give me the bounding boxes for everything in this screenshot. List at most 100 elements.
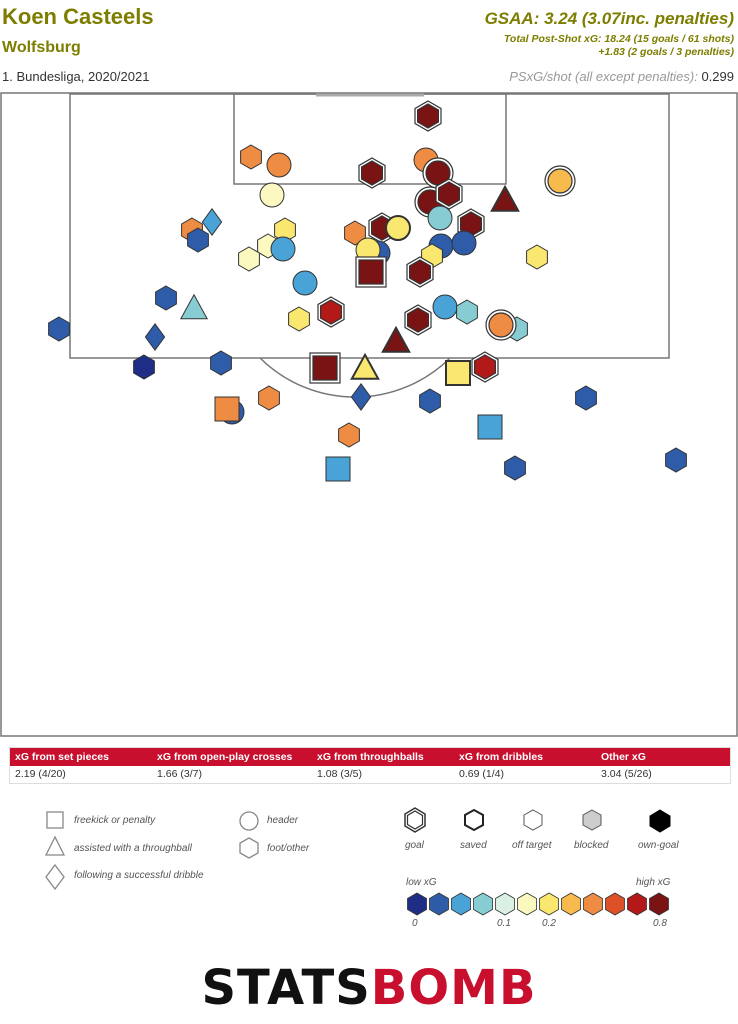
shot-circle [292,270,318,296]
shot-square [477,414,503,440]
shot-square [325,456,351,482]
shot-marker [575,385,597,411]
scale-swatch [539,892,559,916]
shot-marker [144,322,166,352]
shot-triangle [381,325,411,353]
shot-triangle [350,352,380,380]
scale-tick-0-2: 0.2 [542,918,556,929]
legend-dribble-label: following a successful dribble [74,870,204,881]
shot-marker [381,325,411,353]
shot-marker [456,299,478,325]
shot-marker [417,103,439,129]
shot-circle [270,236,296,262]
shot-hexagon [575,385,597,411]
shot-marker [427,205,453,231]
shot-hexagon [404,304,432,336]
legend-low-xg-label: low xG [406,877,437,888]
shot-triangle [179,293,209,320]
shot-circle [422,157,454,189]
shot-hexagon [187,227,209,253]
logo-text-stats: STATS [201,960,371,1016]
shot-marker [451,230,477,256]
scale-swatch [429,892,449,916]
outcome-legend [404,807,671,833]
shot-marker [270,236,296,262]
scale-swatch [473,892,493,916]
shot-circle [544,165,576,197]
shot-map [0,92,738,737]
scale-swatch [561,892,581,916]
shot-diamond [350,382,372,412]
shot-hexagon [238,246,260,272]
saved-hexagon-icon [464,808,484,832]
table-cell: 0.69 (1/4) [459,768,504,780]
statsbomb-logo: STATSBOMB [0,960,738,1016]
shot-marker [477,414,503,440]
shot-hexagon [504,455,526,481]
shot-hexagon [338,422,360,448]
shot-marker [526,244,548,270]
table-header-cell: xG from throughballs [317,751,424,763]
table-header-cell: xG from dribbles [459,751,544,763]
shot-diamond [144,322,166,352]
hexagon-icon [239,837,259,859]
scale-swatch [517,892,537,916]
psxg-per-shot-label: PSxG/shot (all except penalties): [509,69,698,84]
shape-legend [44,811,259,891]
shot-marker [490,184,520,212]
shot-hexagon [240,144,262,170]
scale-tick-0-1: 0.1 [497,918,511,929]
shot-hexagon [210,350,232,376]
shot-marker [432,294,458,320]
shot-hexagon [526,244,548,270]
shot-square [445,360,471,386]
shot-hexagon [48,316,70,342]
shot-square [214,396,240,422]
shot-square [309,352,341,384]
shot-marker [292,270,318,296]
shot-marker [665,447,687,473]
table-header: xG from set pieces xG from open-play cro… [10,748,730,766]
own-goal-hexagon-icon [649,809,671,833]
shot-marker [214,396,240,422]
shot-marker [187,227,209,253]
shot-marker [155,285,177,311]
table-cell: 1.08 (3/5) [317,768,362,780]
legend-throughball-label: assisted with a throughball [74,843,192,854]
psxg-penalties: +1.83 (2 goals / 3 penalties) [598,46,734,58]
shot-marker [488,312,514,338]
shot-hexagon [435,178,463,210]
xg-breakdown-table: xG from set pieces xG from open-play cro… [9,747,731,784]
legend-header-label: header [267,815,299,826]
shot-marker [350,382,372,412]
shot-circle [432,294,458,320]
shot-hexagon [344,220,366,246]
table-cell: 1.66 (3/7) [157,768,202,780]
shot-marker [266,152,292,178]
scale-swatch [407,892,427,916]
scale-swatch [583,892,603,916]
square-icon [46,811,64,829]
goal-hexagon-inner-icon [406,810,424,830]
blocked-hexagon-icon [582,809,602,831]
shot-square [355,256,387,288]
table-row: 2.19 (4/20) 1.66 (3/7) 1.08 (3/5) 0.69 (… [10,766,730,783]
shot-marker [288,306,310,332]
competition-label: 1. Bundesliga, 2020/2021 [2,69,150,84]
xg-color-scale [407,892,669,916]
logo-text-bomb: BOMB [370,960,537,1016]
legend-high-xg-label: high xG [636,877,671,888]
table-header-cell: Other xG [601,751,646,763]
legend-blocked-label: blocked [574,840,609,851]
shot-hexagon [406,256,434,288]
shot-marker [258,385,280,411]
legend-saved-label: saved [460,840,487,851]
scale-swatch [605,892,625,916]
shot-marker [238,246,260,272]
legend-foot-label: foot/other [267,843,310,854]
pitch-boundary [0,92,738,737]
legend-goal-label: goal [405,840,424,851]
gsaa-value: GSAA: 3.24 (3.07inc. penalties) [484,9,734,28]
shot-circle [259,182,285,208]
shot-marker [407,307,429,333]
